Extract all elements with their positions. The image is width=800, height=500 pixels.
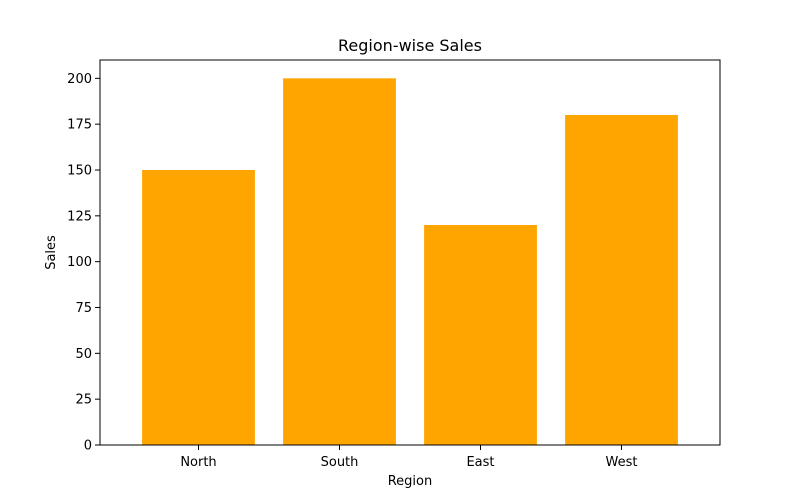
y-axis-label: Sales xyxy=(44,235,59,270)
y-tick-label: 0 xyxy=(84,439,92,454)
y-tick-label: 175 xyxy=(67,118,92,133)
y-tick-label: 75 xyxy=(75,301,92,316)
y-tick-label: 200 xyxy=(67,72,92,87)
bar-west xyxy=(565,115,678,445)
chart-title: Region-wise Sales xyxy=(338,36,482,55)
bar-north xyxy=(142,170,255,445)
bar-south xyxy=(283,78,396,445)
y-tick-label: 100 xyxy=(67,255,92,270)
plot-frame xyxy=(99,59,721,446)
x-tick-label-east: East xyxy=(466,455,494,470)
x-tick-label-south: South xyxy=(321,455,359,470)
y-axis-ticks: 0 25 50 75 100 125 150 175 200 xyxy=(67,72,100,454)
x-axis-ticks: North South East West xyxy=(180,445,637,470)
bars-group xyxy=(142,78,678,445)
y-tick-label: 125 xyxy=(67,209,92,224)
x-tick-label-north: North xyxy=(180,455,216,470)
y-tick-label: 25 xyxy=(75,393,92,408)
y-tick-label: 50 xyxy=(75,347,92,362)
x-tick-label-west: West xyxy=(606,455,638,470)
bar-east xyxy=(424,225,537,445)
y-tick-label: 150 xyxy=(67,164,92,179)
x-axis-label: Region xyxy=(388,474,433,489)
